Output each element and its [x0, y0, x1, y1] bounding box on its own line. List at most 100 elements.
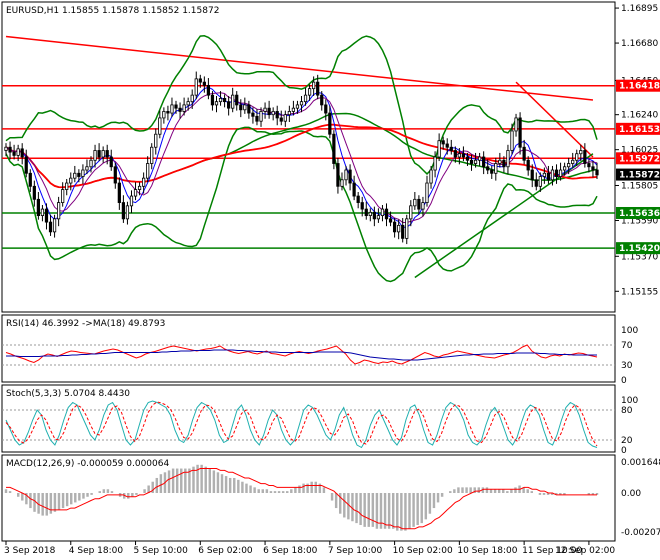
candle-body: [214, 101, 219, 106]
candle-body: [356, 195, 360, 203]
price-tick-label: 1.16240: [621, 111, 658, 121]
sub-tick-label: 100: [621, 326, 638, 336]
candle-body: [4, 146, 8, 151]
candle-body: [405, 218, 409, 239]
candle-body: [206, 84, 211, 96]
price-tag-label: 1.15872: [619, 171, 660, 181]
candle-body: [461, 153, 466, 158]
candle-body: [146, 163, 150, 179]
candle-body: [133, 189, 138, 197]
candle-body: [328, 112, 332, 135]
time-label: 12 Sep 02:00: [555, 546, 615, 556]
candle-body: [81, 169, 85, 177]
axis-labels: 1.168951.166801.164501.162401.160251.158…: [4, 4, 660, 556]
sub-tick-label: 30: [621, 361, 633, 371]
candle-body: [368, 211, 372, 216]
candle-body: [299, 101, 304, 106]
candle-body: [109, 156, 113, 168]
candle-body: [263, 107, 267, 112]
candle-body: [142, 177, 146, 187]
candle-body: [231, 94, 235, 109]
candle-body: [154, 133, 158, 148]
macd-tick-label: -0.002072: [621, 528, 660, 538]
candle-body: [303, 94, 308, 103]
price-tick-label: 1.15370: [621, 252, 658, 262]
candle-body: [307, 88, 312, 96]
symbol-header: EURUSD,H1 1.15855 1.15878 1.15852 1.1587…: [6, 6, 219, 16]
time-label: 6 Sep 02:00: [198, 546, 253, 556]
candle-body: [352, 182, 356, 197]
candle-body: [530, 169, 534, 181]
candle-body: [190, 94, 194, 103]
candle-body: [202, 81, 206, 86]
candle-body: [137, 185, 142, 190]
time-label: 7 Sep 10:00: [328, 546, 383, 556]
candle-body: [421, 202, 425, 210]
candle-body: [392, 221, 397, 233]
candle-body: [28, 172, 32, 187]
candle-body: [182, 104, 186, 112]
candle-body: [542, 172, 546, 177]
price-tag-label: 1.15636: [619, 209, 660, 219]
macd-label: MACD(12,26,9) -0.000059 0.000064: [6, 459, 169, 469]
candle-body: [73, 172, 77, 179]
candle-body: [178, 107, 182, 112]
candle-body: [52, 218, 57, 233]
candle-body: [332, 133, 336, 164]
stoch-panel: [2, 400, 615, 449]
time-label: 6 Sep 18:00: [263, 546, 318, 556]
candle-body: [441, 140, 445, 145]
price-tag: [616, 122, 660, 135]
sub-tick-label: 80: [621, 406, 633, 416]
candle-body: [579, 150, 583, 155]
candle-body: [591, 166, 595, 171]
candle-body: [283, 114, 287, 122]
candle-body: [502, 159, 506, 168]
candle-body: [125, 205, 130, 220]
candle-body: [61, 189, 65, 203]
candle-body: [40, 208, 45, 216]
candle-body: [295, 104, 300, 109]
candle-body: [243, 104, 247, 111]
candle-body: [595, 169, 599, 176]
time-label: 4 Sep 18:00: [69, 546, 124, 556]
candle-body: [162, 111, 166, 119]
candle-body: [235, 94, 239, 106]
candle-body: [401, 224, 405, 239]
candle-body: [469, 159, 474, 164]
time-label: 5 Sep 10:00: [134, 546, 189, 556]
candle-body: [279, 117, 283, 122]
candle-body: [170, 104, 174, 114]
macd-panel-frame: [1, 454, 616, 542]
candle-body: [198, 78, 202, 83]
time-label: 10 Sep 18:00: [457, 546, 517, 556]
candle-body: [77, 172, 81, 177]
candle-body: [287, 111, 291, 116]
candle-body: [567, 163, 571, 168]
bollinger-lower: [5, 126, 598, 283]
candle-body: [150, 146, 154, 164]
candle-body: [388, 218, 393, 223]
price-tag: [616, 168, 660, 181]
candle-body: [433, 156, 437, 171]
candle-body: [105, 150, 109, 158]
candle-body: [117, 182, 121, 203]
candle-body: [425, 182, 429, 203]
sub-tick-label: 20: [621, 436, 633, 446]
macd-tick-label: 0.001648: [621, 458, 660, 468]
candle-body: [259, 111, 263, 122]
candle-body: [550, 169, 555, 181]
sub-tick-label: 100: [621, 396, 638, 406]
candle-body: [174, 104, 178, 109]
candle-body: [129, 195, 134, 207]
candle-body: [348, 169, 352, 184]
time-label: 11 Sep 10:00: [522, 546, 582, 556]
candle-body: [275, 111, 279, 119]
stoch-label: Stoch(5,3,3) 5.0704 8.4430: [6, 389, 130, 399]
candle-body: [227, 101, 231, 109]
candle-body: [69, 177, 73, 184]
candle-body: [490, 169, 494, 174]
candle-body: [465, 156, 470, 161]
candle-body: [534, 179, 538, 187]
candle-body: [247, 104, 251, 114]
